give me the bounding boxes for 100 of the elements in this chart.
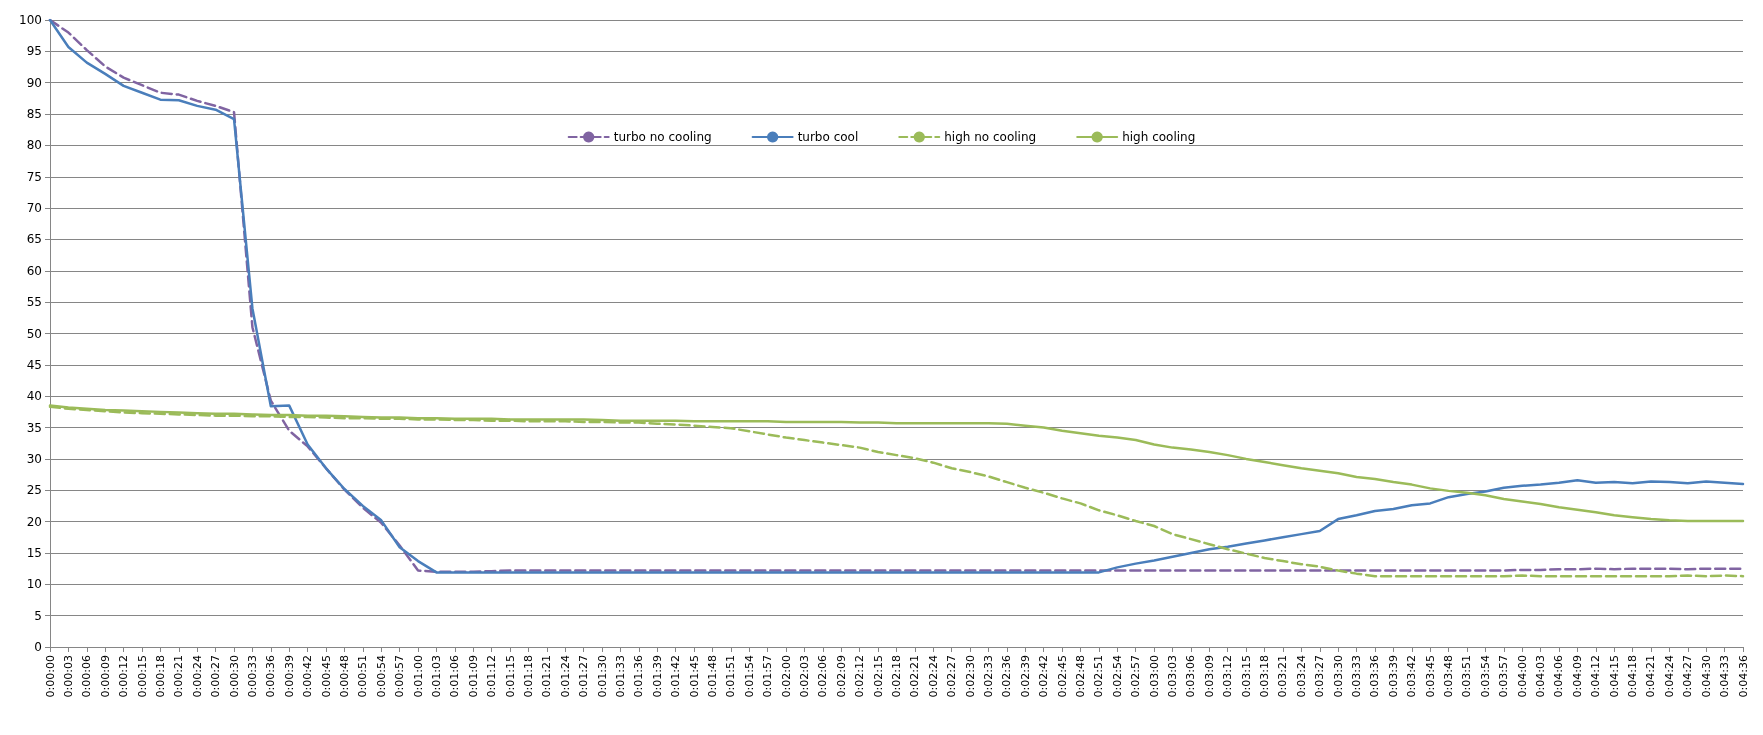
x-tick-label: 0:03:24	[1294, 655, 1308, 698]
x-tick-label: 0:01:42	[669, 655, 683, 698]
x-tick-label: 0:00:30	[227, 655, 241, 698]
x-tick-label: 0:04:27	[1681, 655, 1695, 698]
y-tick-label: 0	[34, 640, 42, 654]
x-tick-label: 0:02:54	[1110, 655, 1124, 698]
x-tick-label: 0:01:24	[558, 655, 572, 698]
x-tick-label: 0:04:33	[1718, 655, 1732, 698]
y-tick-label: 55	[26, 295, 42, 310]
x-tick-label: 0:04:30	[1699, 655, 1713, 698]
x-tick-label: 0:01:27	[577, 655, 591, 698]
x-tick-label: 0:00:18	[153, 655, 167, 698]
y-tick-label: 25	[26, 483, 42, 498]
x-tick-label: 0:03:51	[1460, 655, 1474, 698]
x-tick-label: 0:01:12	[485, 655, 499, 698]
x-tick-label: 0:03:27	[1313, 655, 1327, 698]
y-tick-label: 80	[26, 138, 42, 153]
x-tick-label: 0:01:51	[724, 655, 738, 698]
x-tick-label: 0:00:06	[80, 655, 94, 698]
x-tick-label: 0:02:48	[1074, 655, 1088, 698]
x-tick-label: 0:02:15	[871, 655, 885, 698]
x-tick-label: 0:02:00	[779, 655, 793, 698]
x-tick-label: 0:03:03	[1166, 655, 1180, 698]
x-tick-label: 0:01:45	[687, 655, 701, 698]
x-tick-label: 0:00:48	[337, 655, 351, 698]
x-tick-label: 0:04:09	[1570, 655, 1584, 698]
x-tick-label: 0:00:45	[319, 655, 333, 698]
x-tick-label: 0:00:51	[356, 655, 370, 698]
x-tick-label: 0:00:27	[209, 655, 223, 698]
x-tick-label: 0:03:00	[1147, 655, 1161, 698]
y-tick-label: 50	[26, 326, 42, 341]
y-tick-label: 90	[26, 75, 42, 90]
x-tick-label: 0:03:36	[1368, 655, 1382, 698]
x-tick-label: 0:00:36	[264, 655, 278, 698]
x-tick-label: 0:03:42	[1405, 655, 1419, 698]
x-tick-label: 0:04:15	[1607, 655, 1621, 698]
x-tick-label: 0:03:57	[1497, 655, 1511, 698]
legend-label: high cooling	[1122, 130, 1196, 144]
x-tick-label: 0:03:06	[1184, 655, 1198, 698]
legend-label: turbo cool	[797, 130, 859, 144]
y-tick-label: 30	[26, 451, 42, 466]
y-tick-label: 60	[26, 263, 42, 278]
x-tick-label: 0:00:33	[245, 655, 259, 698]
x-tick-label: 0:02:24	[926, 655, 940, 698]
y-tick-label: 45	[26, 357, 42, 372]
x-tick-label: 0:04:24	[1662, 655, 1676, 698]
x-tick-label: 0:02:33	[982, 655, 996, 698]
legend-label: high no cooling	[944, 130, 1037, 144]
x-tick-label: 0:01:30	[595, 655, 609, 698]
x-tick-label: 0:00:57	[393, 655, 407, 698]
y-tick-label: 95	[26, 44, 42, 59]
x-tick-label: 0:02:36	[1000, 655, 1014, 698]
y-tick-label: 35	[26, 420, 42, 435]
x-tick-label: 0:04:36	[1736, 655, 1750, 698]
x-tick-label: 0:00:21	[172, 655, 186, 698]
x-tick-label: 0:03:18	[1258, 655, 1272, 698]
x-tick-label: 0:03:30	[1331, 655, 1345, 698]
x-tick-label: 0:01:33	[613, 655, 627, 698]
x-tick-label: 0:01:09	[466, 655, 480, 698]
x-tick-label: 0:04:18	[1626, 655, 1640, 698]
x-tick-label: 0:02:09	[834, 655, 848, 698]
x-tick-label: 0:00:39	[282, 655, 296, 698]
y-tick-label: 70	[26, 201, 42, 216]
x-tick-label: 0:00:54	[374, 655, 388, 698]
x-tick-label: 0:01:03	[429, 655, 443, 698]
x-tick-label: 0:04:12	[1589, 655, 1603, 698]
x-tick-label: 0:02:51	[1092, 655, 1106, 698]
y-tick-label: 20	[26, 514, 42, 529]
x-tick-label: 0:03:15	[1239, 655, 1253, 698]
x-tick-label: 0:04:06	[1552, 655, 1566, 698]
y-tick-label: 75	[26, 169, 42, 184]
x-tick-label: 0:01:00	[411, 655, 425, 698]
x-tick-label: 0:02:42	[1037, 655, 1051, 698]
x-tick-label: 0:01:39	[650, 655, 664, 698]
x-tick-label: 0:04:00	[1515, 655, 1529, 698]
x-tick-label: 0:03:45	[1423, 655, 1437, 698]
y-tick-label: 10	[26, 577, 42, 592]
x-tick-label: 0:03:39	[1386, 655, 1400, 698]
y-tick-label: 40	[26, 389, 42, 404]
x-tick-label: 0:00:12	[117, 655, 131, 698]
x-tick-label: 0:02:57	[1129, 655, 1143, 698]
x-tick-label: 0:01:57	[761, 655, 775, 698]
x-tick-label: 0:03:21	[1276, 655, 1290, 698]
x-tick-label: 0:03:12	[1221, 655, 1235, 698]
x-tick-label: 0:03:48	[1442, 655, 1456, 698]
x-tick-label: 0:01:48	[705, 655, 719, 698]
x-tick-label: 0:00:03	[61, 655, 75, 698]
x-tick-label: 0:02:06	[816, 655, 830, 698]
x-tick-label: 0:04:03	[1534, 655, 1548, 698]
y-tick-label: 5	[34, 608, 42, 623]
x-tick-label: 0:01:18	[521, 655, 535, 698]
x-tick-label: 0:02:12	[853, 655, 867, 698]
x-tick-label: 0:00:09	[98, 655, 112, 698]
x-tick-label: 0:00:00	[43, 655, 57, 698]
x-tick-label: 0:01:36	[632, 655, 646, 698]
x-tick-label: 0:00:24	[190, 655, 204, 698]
x-tick-label: 0:02:27	[945, 655, 959, 698]
x-tick-label: 0:01:21	[540, 655, 554, 698]
x-tick-label: 0:03:33	[1350, 655, 1364, 698]
x-tick-label: 0:00:42	[301, 655, 315, 698]
